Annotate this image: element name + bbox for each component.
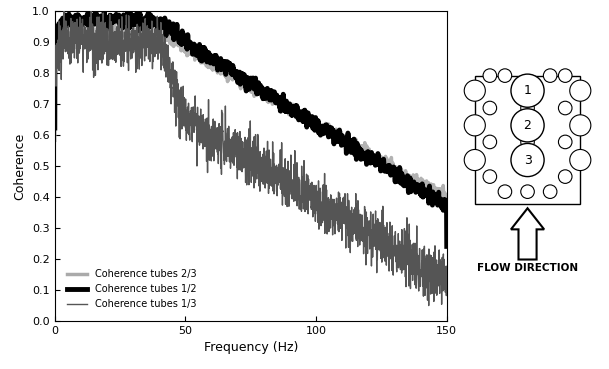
Circle shape bbox=[521, 185, 534, 199]
Circle shape bbox=[558, 101, 572, 115]
Circle shape bbox=[521, 101, 534, 115]
Circle shape bbox=[543, 185, 557, 199]
Bar bbox=[475, 76, 580, 204]
Polygon shape bbox=[511, 208, 544, 259]
Circle shape bbox=[543, 69, 557, 82]
Circle shape bbox=[464, 149, 485, 170]
Circle shape bbox=[511, 144, 544, 177]
Circle shape bbox=[464, 80, 485, 101]
Text: 2: 2 bbox=[524, 119, 532, 132]
Circle shape bbox=[483, 135, 496, 149]
Circle shape bbox=[464, 115, 485, 136]
Circle shape bbox=[498, 69, 512, 82]
Circle shape bbox=[511, 74, 544, 107]
Circle shape bbox=[558, 135, 572, 149]
Circle shape bbox=[483, 101, 496, 115]
Circle shape bbox=[570, 115, 591, 136]
Y-axis label: Coherence: Coherence bbox=[13, 132, 27, 200]
Circle shape bbox=[558, 69, 572, 82]
X-axis label: Frequency (Hz): Frequency (Hz) bbox=[203, 341, 298, 355]
Circle shape bbox=[521, 135, 534, 149]
Circle shape bbox=[483, 170, 496, 183]
Circle shape bbox=[483, 69, 496, 82]
Circle shape bbox=[498, 185, 512, 199]
Circle shape bbox=[558, 170, 572, 183]
Text: 1: 1 bbox=[524, 84, 532, 97]
Legend: Coherence tubes 2/3, Coherence tubes 1/2, Coherence tubes 1/3: Coherence tubes 2/3, Coherence tubes 1/2… bbox=[63, 266, 200, 313]
Text: FLOW DIRECTION: FLOW DIRECTION bbox=[477, 262, 578, 273]
Circle shape bbox=[570, 80, 591, 101]
Circle shape bbox=[511, 109, 544, 142]
Circle shape bbox=[570, 149, 591, 170]
Text: 3: 3 bbox=[524, 154, 532, 166]
